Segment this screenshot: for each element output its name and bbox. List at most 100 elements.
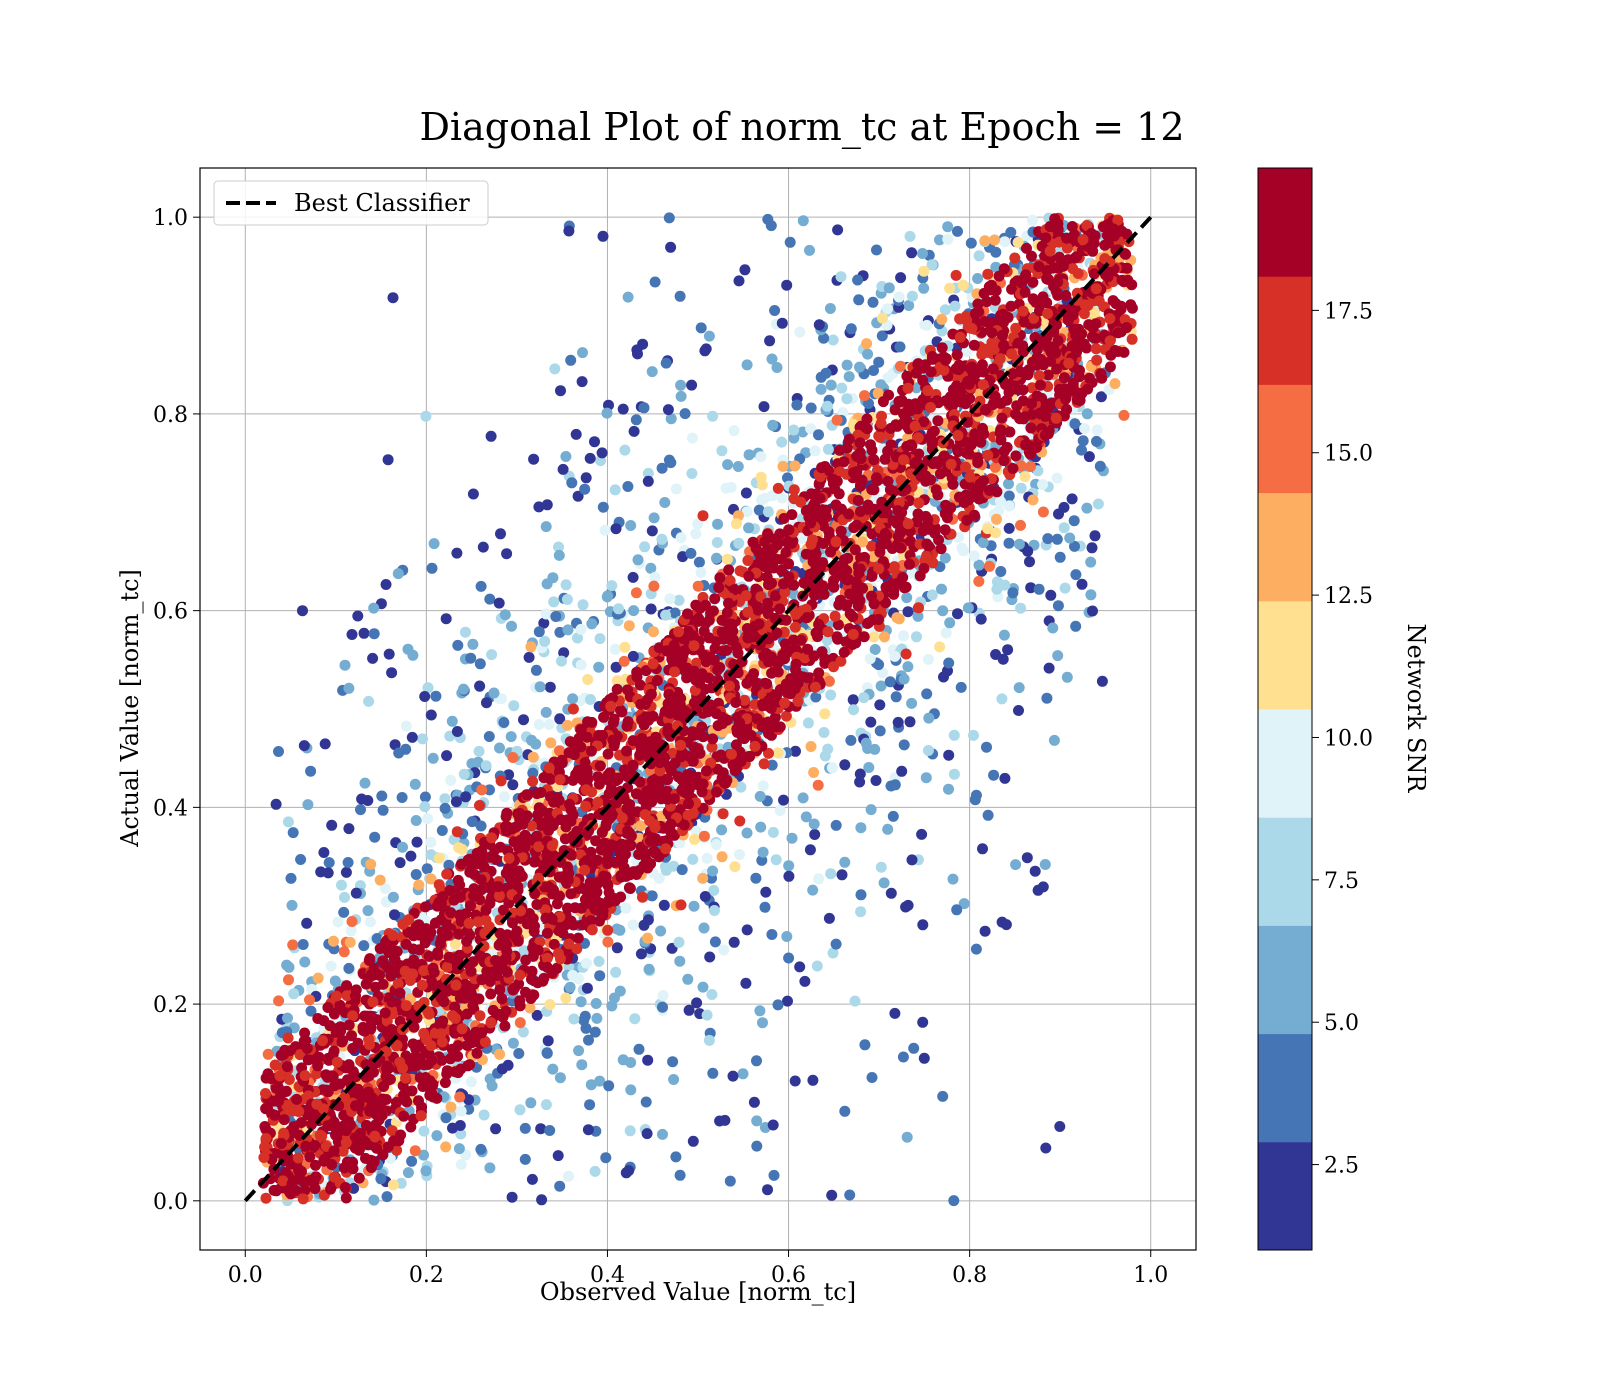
scatter-point bbox=[630, 587, 642, 599]
scatter-point bbox=[1026, 382, 1038, 394]
scatter-point bbox=[363, 695, 375, 707]
scatter-point bbox=[757, 846, 769, 858]
scatter-point bbox=[611, 923, 623, 935]
scatter-point bbox=[984, 560, 995, 572]
scatter-point bbox=[1027, 214, 1038, 226]
scatter-point bbox=[772, 482, 784, 494]
scatter-point bbox=[772, 999, 784, 1011]
scatter-point bbox=[1040, 1142, 1052, 1154]
scatter-point bbox=[733, 275, 745, 287]
scatter-point bbox=[1025, 461, 1036, 473]
scatter-point bbox=[940, 627, 952, 639]
scatter-point bbox=[934, 234, 945, 246]
scatter-point bbox=[597, 230, 609, 242]
scatter-point bbox=[1079, 423, 1091, 434]
scatter-point bbox=[748, 1096, 760, 1108]
scatter-point bbox=[422, 682, 434, 694]
scatter-point bbox=[706, 989, 718, 1000]
scatter-point bbox=[714, 1115, 726, 1127]
scatter-point bbox=[918, 282, 930, 294]
scatter-point bbox=[526, 734, 537, 746]
scatter-point bbox=[1032, 884, 1044, 896]
scatter-point bbox=[911, 631, 922, 643]
scatter-point bbox=[646, 525, 658, 537]
scatter-point bbox=[865, 804, 877, 816]
scatter-point bbox=[343, 962, 355, 974]
scatter-point bbox=[815, 383, 827, 395]
scatter-point bbox=[627, 650, 639, 662]
scatter-point bbox=[918, 265, 930, 277]
scatter-point bbox=[962, 602, 974, 614]
scatter-point bbox=[409, 1145, 421, 1157]
scatter-point bbox=[1059, 582, 1071, 594]
scatter-point bbox=[593, 661, 605, 673]
scatter-point bbox=[852, 274, 864, 286]
scatter-point bbox=[979, 925, 991, 937]
scatter-point bbox=[523, 651, 535, 663]
scatter-point bbox=[709, 593, 721, 605]
scatter-point bbox=[825, 546, 836, 558]
scatter-point bbox=[1085, 589, 1097, 601]
scatter-point bbox=[812, 631, 823, 643]
scatter-point bbox=[402, 1167, 414, 1179]
scatter-point bbox=[958, 898, 970, 910]
scatter-point bbox=[578, 1014, 590, 1026]
scatter-point bbox=[455, 1128, 467, 1140]
scatter-point bbox=[682, 973, 694, 985]
scatter-point bbox=[673, 594, 685, 606]
scatter-point bbox=[921, 688, 933, 700]
scatter-point bbox=[800, 548, 812, 560]
scatter-point bbox=[917, 525, 929, 537]
scatter-point bbox=[843, 371, 855, 383]
scatter-point bbox=[465, 965, 477, 977]
scatter-point bbox=[597, 501, 609, 513]
scatter-point bbox=[701, 852, 713, 864]
scatter-point bbox=[632, 554, 644, 566]
scatter-point bbox=[655, 925, 667, 937]
scatter-point bbox=[764, 335, 776, 347]
scatter-point bbox=[344, 936, 356, 948]
scatter-point bbox=[1061, 242, 1073, 254]
scatter-point bbox=[873, 356, 885, 368]
scatter-point bbox=[443, 859, 455, 871]
scatter-point bbox=[1092, 498, 1104, 510]
scatter-point bbox=[990, 261, 1002, 273]
scatter-point bbox=[663, 212, 675, 224]
scatter-point bbox=[995, 566, 1007, 577]
scatter-point bbox=[1048, 734, 1060, 746]
scatter-point bbox=[375, 1173, 387, 1185]
scatter-point bbox=[466, 816, 478, 828]
scatter-point bbox=[734, 849, 745, 860]
scatter-point bbox=[622, 481, 634, 492]
scatter-point bbox=[823, 912, 835, 924]
scatter-point bbox=[657, 990, 669, 1001]
scatter-point bbox=[668, 1074, 680, 1085]
scatter-point bbox=[420, 410, 432, 422]
scatter-point bbox=[921, 319, 933, 331]
scatter-point bbox=[977, 843, 988, 855]
scatter-point bbox=[425, 836, 437, 848]
scatter-point bbox=[823, 675, 835, 687]
scatter-point bbox=[326, 819, 338, 831]
scatter-point bbox=[697, 981, 709, 993]
scatter-point bbox=[889, 779, 901, 791]
scatter-point bbox=[869, 644, 881, 655]
scatter-point bbox=[572, 632, 583, 644]
scatter-point bbox=[506, 620, 517, 632]
scatter-point bbox=[686, 379, 698, 391]
scatter-point bbox=[830, 938, 842, 950]
scatter-point bbox=[1104, 361, 1116, 373]
scatter-point bbox=[640, 1096, 652, 1108]
scatter-point bbox=[763, 747, 774, 759]
scatter-point bbox=[788, 432, 800, 444]
scatter-point bbox=[973, 575, 985, 587]
scatter-point bbox=[343, 1059, 355, 1071]
scatter-point bbox=[641, 1128, 653, 1140]
scatter-point bbox=[955, 681, 967, 693]
scatter-point bbox=[281, 959, 293, 971]
scatter-point bbox=[577, 599, 589, 611]
scatter-point bbox=[484, 784, 495, 796]
scatter-point bbox=[623, 1165, 635, 1177]
scatter-point bbox=[452, 639, 464, 651]
scatter-point bbox=[934, 468, 946, 480]
